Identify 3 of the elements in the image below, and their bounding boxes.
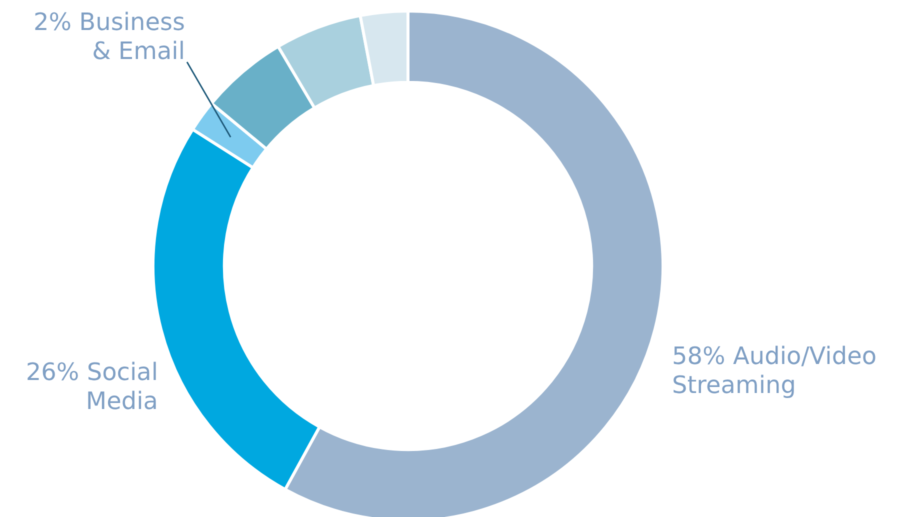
slice-label: 58% Audio/Video Streaming: [672, 342, 877, 399]
slice-label: 26% Social Media: [26, 358, 158, 415]
slice-label: 2% Business & Email: [33, 8, 185, 65]
